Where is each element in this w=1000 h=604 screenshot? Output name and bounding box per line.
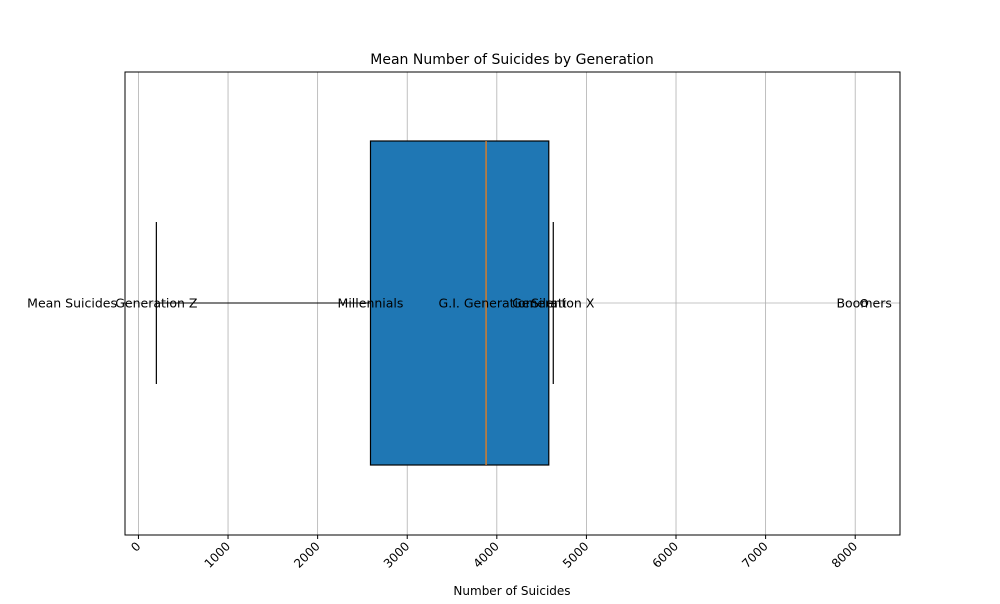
outlier-point — [860, 299, 869, 307]
generation-annotations: Generation Z Millennials G.I. GenerationSi… — [115, 296, 892, 311]
y-tick-label: Mean Suicides — [27, 296, 117, 311]
annotation-label: Boomers — [836, 296, 891, 311]
x-tick-label: 4000 — [470, 539, 501, 570]
annotation-label: Millennials — [338, 296, 404, 311]
x-tick-label: 3000 — [381, 539, 412, 570]
x-tick-label: 0 — [128, 539, 143, 554]
x-tick-label: 2000 — [291, 539, 322, 570]
box-iqr — [369, 140, 550, 466]
x-axis-ticks: 0 1000 2000 3000 4000 5000 6000 7000 8000 — [128, 535, 860, 571]
x-tick-label: 7000 — [739, 539, 770, 570]
box-marks — [155, 140, 869, 466]
annotation-label: Generation X — [512, 296, 595, 311]
chart-title: Mean Number of Suicides by Generation — [370, 52, 653, 68]
x-tick-label: 8000 — [829, 539, 860, 570]
annotation-label: Generation Z — [115, 296, 197, 311]
x-tick-label: 5000 — [560, 539, 591, 570]
x-tick-label: 6000 — [650, 539, 681, 570]
y-axis-ticks: Mean Suicides — [27, 296, 125, 311]
x-axis-label: Number of Suicides — [453, 584, 570, 598]
annotation-label: Silent — [531, 296, 566, 311]
x-tick-label: 1000 — [202, 539, 233, 570]
annotation-label: G.I. Generation — [439, 296, 534, 311]
